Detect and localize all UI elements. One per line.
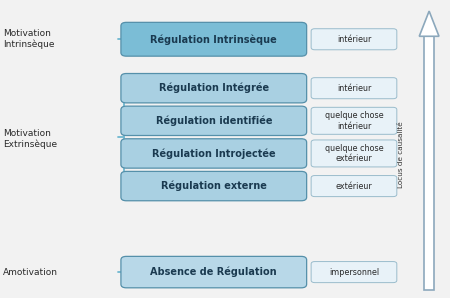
- Text: quelque chose
intérieur: quelque chose intérieur: [324, 111, 383, 131]
- FancyBboxPatch shape: [311, 140, 397, 167]
- FancyBboxPatch shape: [121, 106, 306, 136]
- Polygon shape: [419, 11, 439, 36]
- Text: Régulation Introjectée: Régulation Introjectée: [152, 148, 275, 159]
- FancyBboxPatch shape: [311, 262, 397, 283]
- Text: Motivation
Intrinsèque: Motivation Intrinsèque: [3, 29, 54, 49]
- FancyBboxPatch shape: [424, 36, 434, 290]
- FancyBboxPatch shape: [311, 78, 397, 99]
- Text: Régulation Intégrée: Régulation Intégrée: [159, 83, 269, 94]
- FancyBboxPatch shape: [311, 29, 397, 50]
- FancyBboxPatch shape: [311, 107, 397, 134]
- Text: Régulation Intrinsèque: Régulation Intrinsèque: [150, 34, 277, 44]
- Text: Motivation
Extrinsèque: Motivation Extrinsèque: [3, 129, 57, 149]
- Text: intérieur: intérieur: [337, 35, 371, 44]
- FancyBboxPatch shape: [311, 176, 397, 197]
- Text: Absence de Régulation: Absence de Régulation: [150, 267, 277, 277]
- Text: quelque chose
extérieur: quelque chose extérieur: [324, 144, 383, 163]
- Text: Régulation identifiée: Régulation identifiée: [156, 116, 272, 126]
- Text: intérieur: intérieur: [337, 84, 371, 93]
- FancyBboxPatch shape: [121, 74, 306, 103]
- FancyBboxPatch shape: [121, 22, 306, 56]
- Text: impersonnel: impersonnel: [329, 268, 379, 277]
- Text: Locus de causalité: Locus de causalité: [398, 122, 404, 188]
- FancyBboxPatch shape: [121, 256, 306, 288]
- FancyBboxPatch shape: [121, 139, 306, 168]
- Text: extérieur: extérieur: [336, 181, 372, 191]
- Text: Régulation externe: Régulation externe: [161, 181, 267, 191]
- FancyBboxPatch shape: [121, 171, 306, 201]
- Text: Amotivation: Amotivation: [3, 268, 58, 277]
